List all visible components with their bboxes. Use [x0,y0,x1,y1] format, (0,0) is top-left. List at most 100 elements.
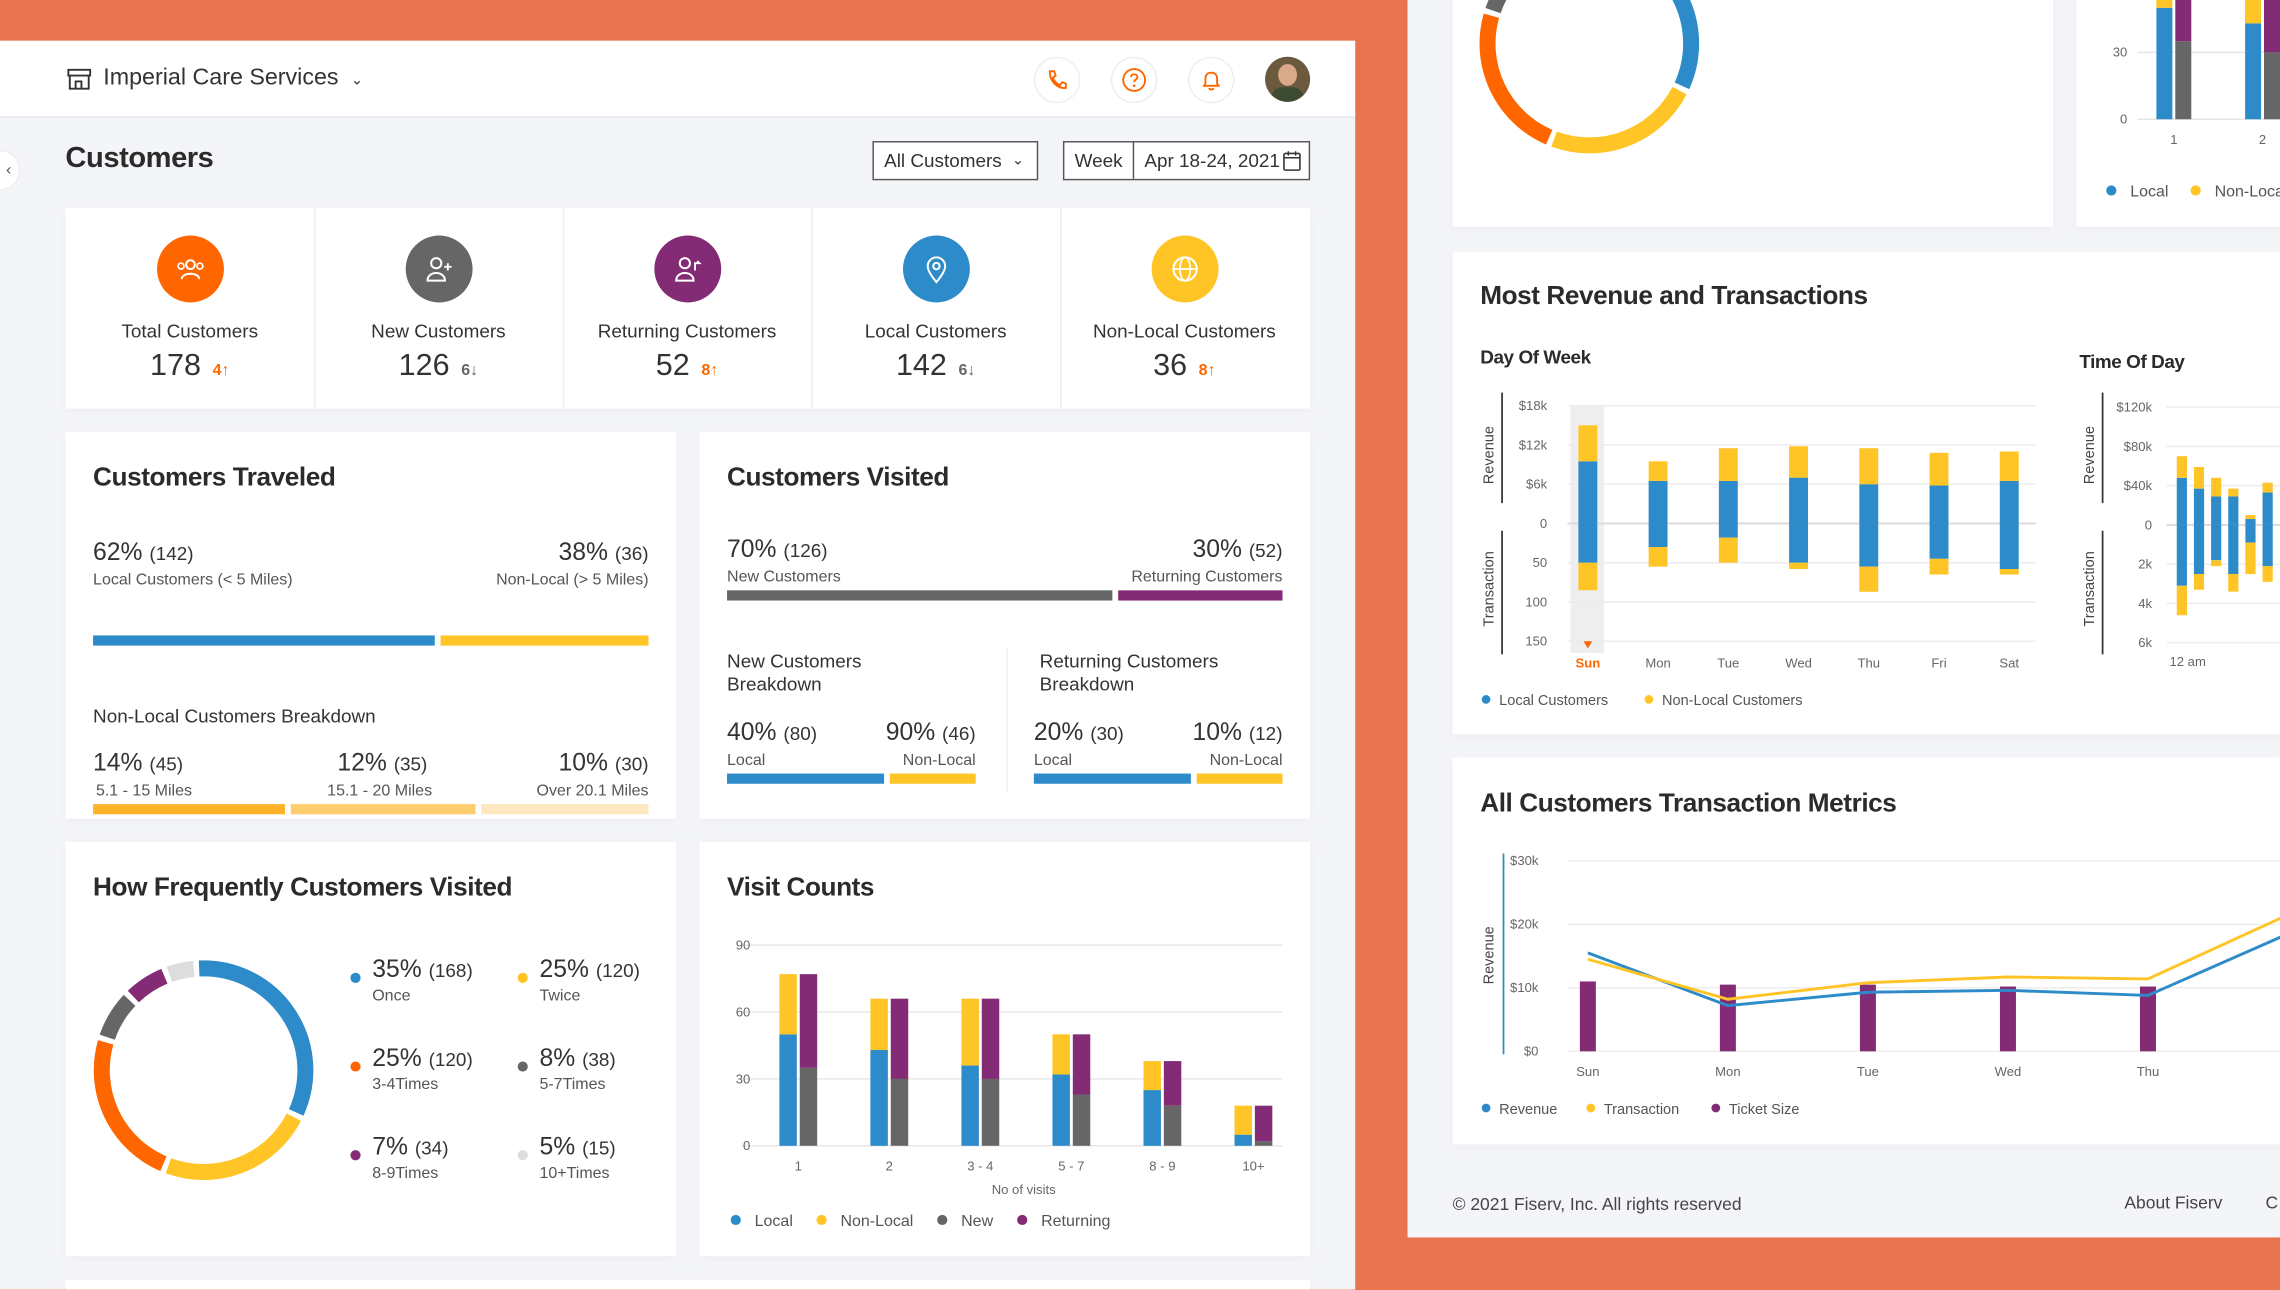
returning-local-label: Local [1033,751,1073,770]
legend-pct: 35% (168) [372,955,473,983]
breakdown-label: 15.1 - 20 Miles [327,782,433,800]
chevron-left-icon: ‹ [6,161,12,179]
next-card [65,1279,1311,1290]
pct-value: 90% [885,718,936,746]
count-value: (36) [614,542,649,565]
new-local-pct: 40% (80) [727,718,817,747]
notifications-button[interactable] [1187,56,1235,104]
legend-pct: 7% (34) [372,1132,449,1161]
business-switcher[interactable]: Imperial Care Services ⌄ [103,65,363,91]
transaction-metrics-card: All Customers Transaction Metrics [1452,757,2280,1145]
pct-value: 70% [727,535,777,563]
returning-nonlocal-label: Non-Local [1209,751,1283,770]
footer-link[interactable]: C [2265,1192,2279,1213]
count-value: (12) [1248,722,1283,745]
kpi-value-row: 36 8↑ [1060,349,1309,384]
count-value: (126) [783,539,828,562]
kpi-returning-customers[interactable]: Returning Customers 52 8↑ [563,207,813,409]
date-range-picker[interactable]: Week Apr 18-24, 2021 [1062,141,1311,181]
page-title: Customers [65,142,214,175]
kpi-non-local-customers[interactable]: Non-Local Customers 36 8↑ [1060,208,1309,409]
kpi-local-customers[interactable]: Local Customers 142 6↓ [811,207,1062,409]
returning-local-pct: 20% (30) [1034,718,1124,747]
pct-value: 30% [1192,535,1242,563]
local-label: Local Customers (< 5 Miles) [93,571,293,589]
customers-visited-card: Customers Visited 70% (126) 30% (52) New… [699,431,1311,819]
period-selector[interactable]: Week [1064,142,1135,179]
nonlocal-pct: 38% (36) [559,538,649,567]
chevron-down-icon: ⌄ [1011,152,1025,169]
legend-dot [517,1061,528,1072]
kpi-change: 8↑ [1198,362,1216,380]
kpi-new-customers[interactable]: New Customers 126 6↓ [314,207,565,409]
help-button[interactable] [1110,56,1158,104]
kpi-value: 36 [1153,348,1188,383]
phone-button[interactable] [1033,56,1081,104]
visit-frequency-card: How Frequently Customers Visited 35% (16… [65,841,677,1257]
new-local-bar [727,773,885,784]
legend-item: 35% (168) Once [350,955,473,1005]
footer-link-about[interactable]: About Fiserv [2124,1192,2223,1213]
pct-value: 12% [337,748,387,777]
card-title: All Customers Transaction Metrics [1480,788,1897,818]
breakdown-title: Non-Local Customers Breakdown [93,705,376,728]
kpi-change: 6↓ [461,362,479,380]
top-header: Imperial Care Services ⌄ [0,40,1356,118]
legend-pct: 5% (15) [539,1132,616,1161]
kpi-value: 52 [655,348,690,383]
customer-filter-dropdown[interactable]: All Customers ⌄ [872,141,1039,181]
users-group-icon [157,235,224,303]
new-nonlocal-label: Non-Local [902,751,976,770]
card-title: How Frequently Customers Visited [93,872,513,902]
kpi-label: New Customers [371,319,506,342]
count-value: (142) [149,542,194,565]
phone-icon [1048,70,1067,89]
new-label: New Customers [727,568,841,586]
legend-label: Once [372,987,411,1005]
customers-traveled-card: Customers Traveled 62% (142) 38% (36) Lo… [65,431,677,819]
divider [1006,647,1008,793]
kpi-change: 4↑ [212,362,230,380]
kpi-value-row: 126 6↓ [314,349,563,384]
kpi-summary: Total Customers 178 4↑ New Customers 126 6↓ Re… [65,207,1311,409]
breakdown-label: Over 20.1 Miles [536,782,649,800]
breakdown-bar [290,804,476,815]
calendar-icon[interactable] [1282,150,1301,176]
legend-label: 8-9Times [372,1164,439,1183]
time-of-day-title: Time Of Day [2079,350,2185,373]
help-icon [1122,68,1147,92]
count-value: (52) [1248,539,1283,562]
new-bar [727,590,1113,601]
user-return-icon [654,235,722,303]
legend-dot [350,1061,361,1072]
legend-label: 10+Times [539,1164,610,1183]
returning-pct: 30% (52) [1193,535,1283,564]
returning-nonlocal-pct: 10% (12) [1193,718,1283,747]
customers-window: Imperial Care Services ⌄ ‹ Customers All… [0,40,1356,1290]
location-pin-icon [902,235,970,303]
date-range-value: Apr 18-24, 2021 [1144,149,1280,172]
legend-item: 25% (120) 3-4Times [350,1044,473,1093]
visit-counts-card [2076,0,2280,227]
returning-nonlocal-bar [1196,773,1283,784]
kpi-value-row: 52 8↑ [563,349,812,384]
kpi-label: Returning Customers [597,319,777,342]
kpi-value-row: 178 4↑ [65,349,314,384]
nonlocal-bar [440,635,649,646]
kpi-total-customers[interactable]: Total Customers 178 4↑ [65,207,316,409]
collapse-sidebar-button[interactable]: ‹ [0,149,21,191]
legend-item: 5% (15) 10+Times [517,1132,616,1183]
legend-label: Twice [539,987,581,1005]
pct-value: 14% [93,748,143,777]
count-value: (30) [614,753,649,776]
avatar[interactable] [1265,56,1311,102]
kpi-label: Total Customers [121,319,259,342]
card-title: Most Revenue and Transactions [1480,280,1868,310]
pct-value: 10% [558,748,609,777]
user-plus-icon [405,235,473,303]
kpi-label: Non-Local Customers [1092,319,1276,342]
kpi-change: 6↓ [958,362,976,380]
new-nonlocal-bar [889,773,976,784]
legend-item: 25% (120) Twice [517,955,640,1005]
